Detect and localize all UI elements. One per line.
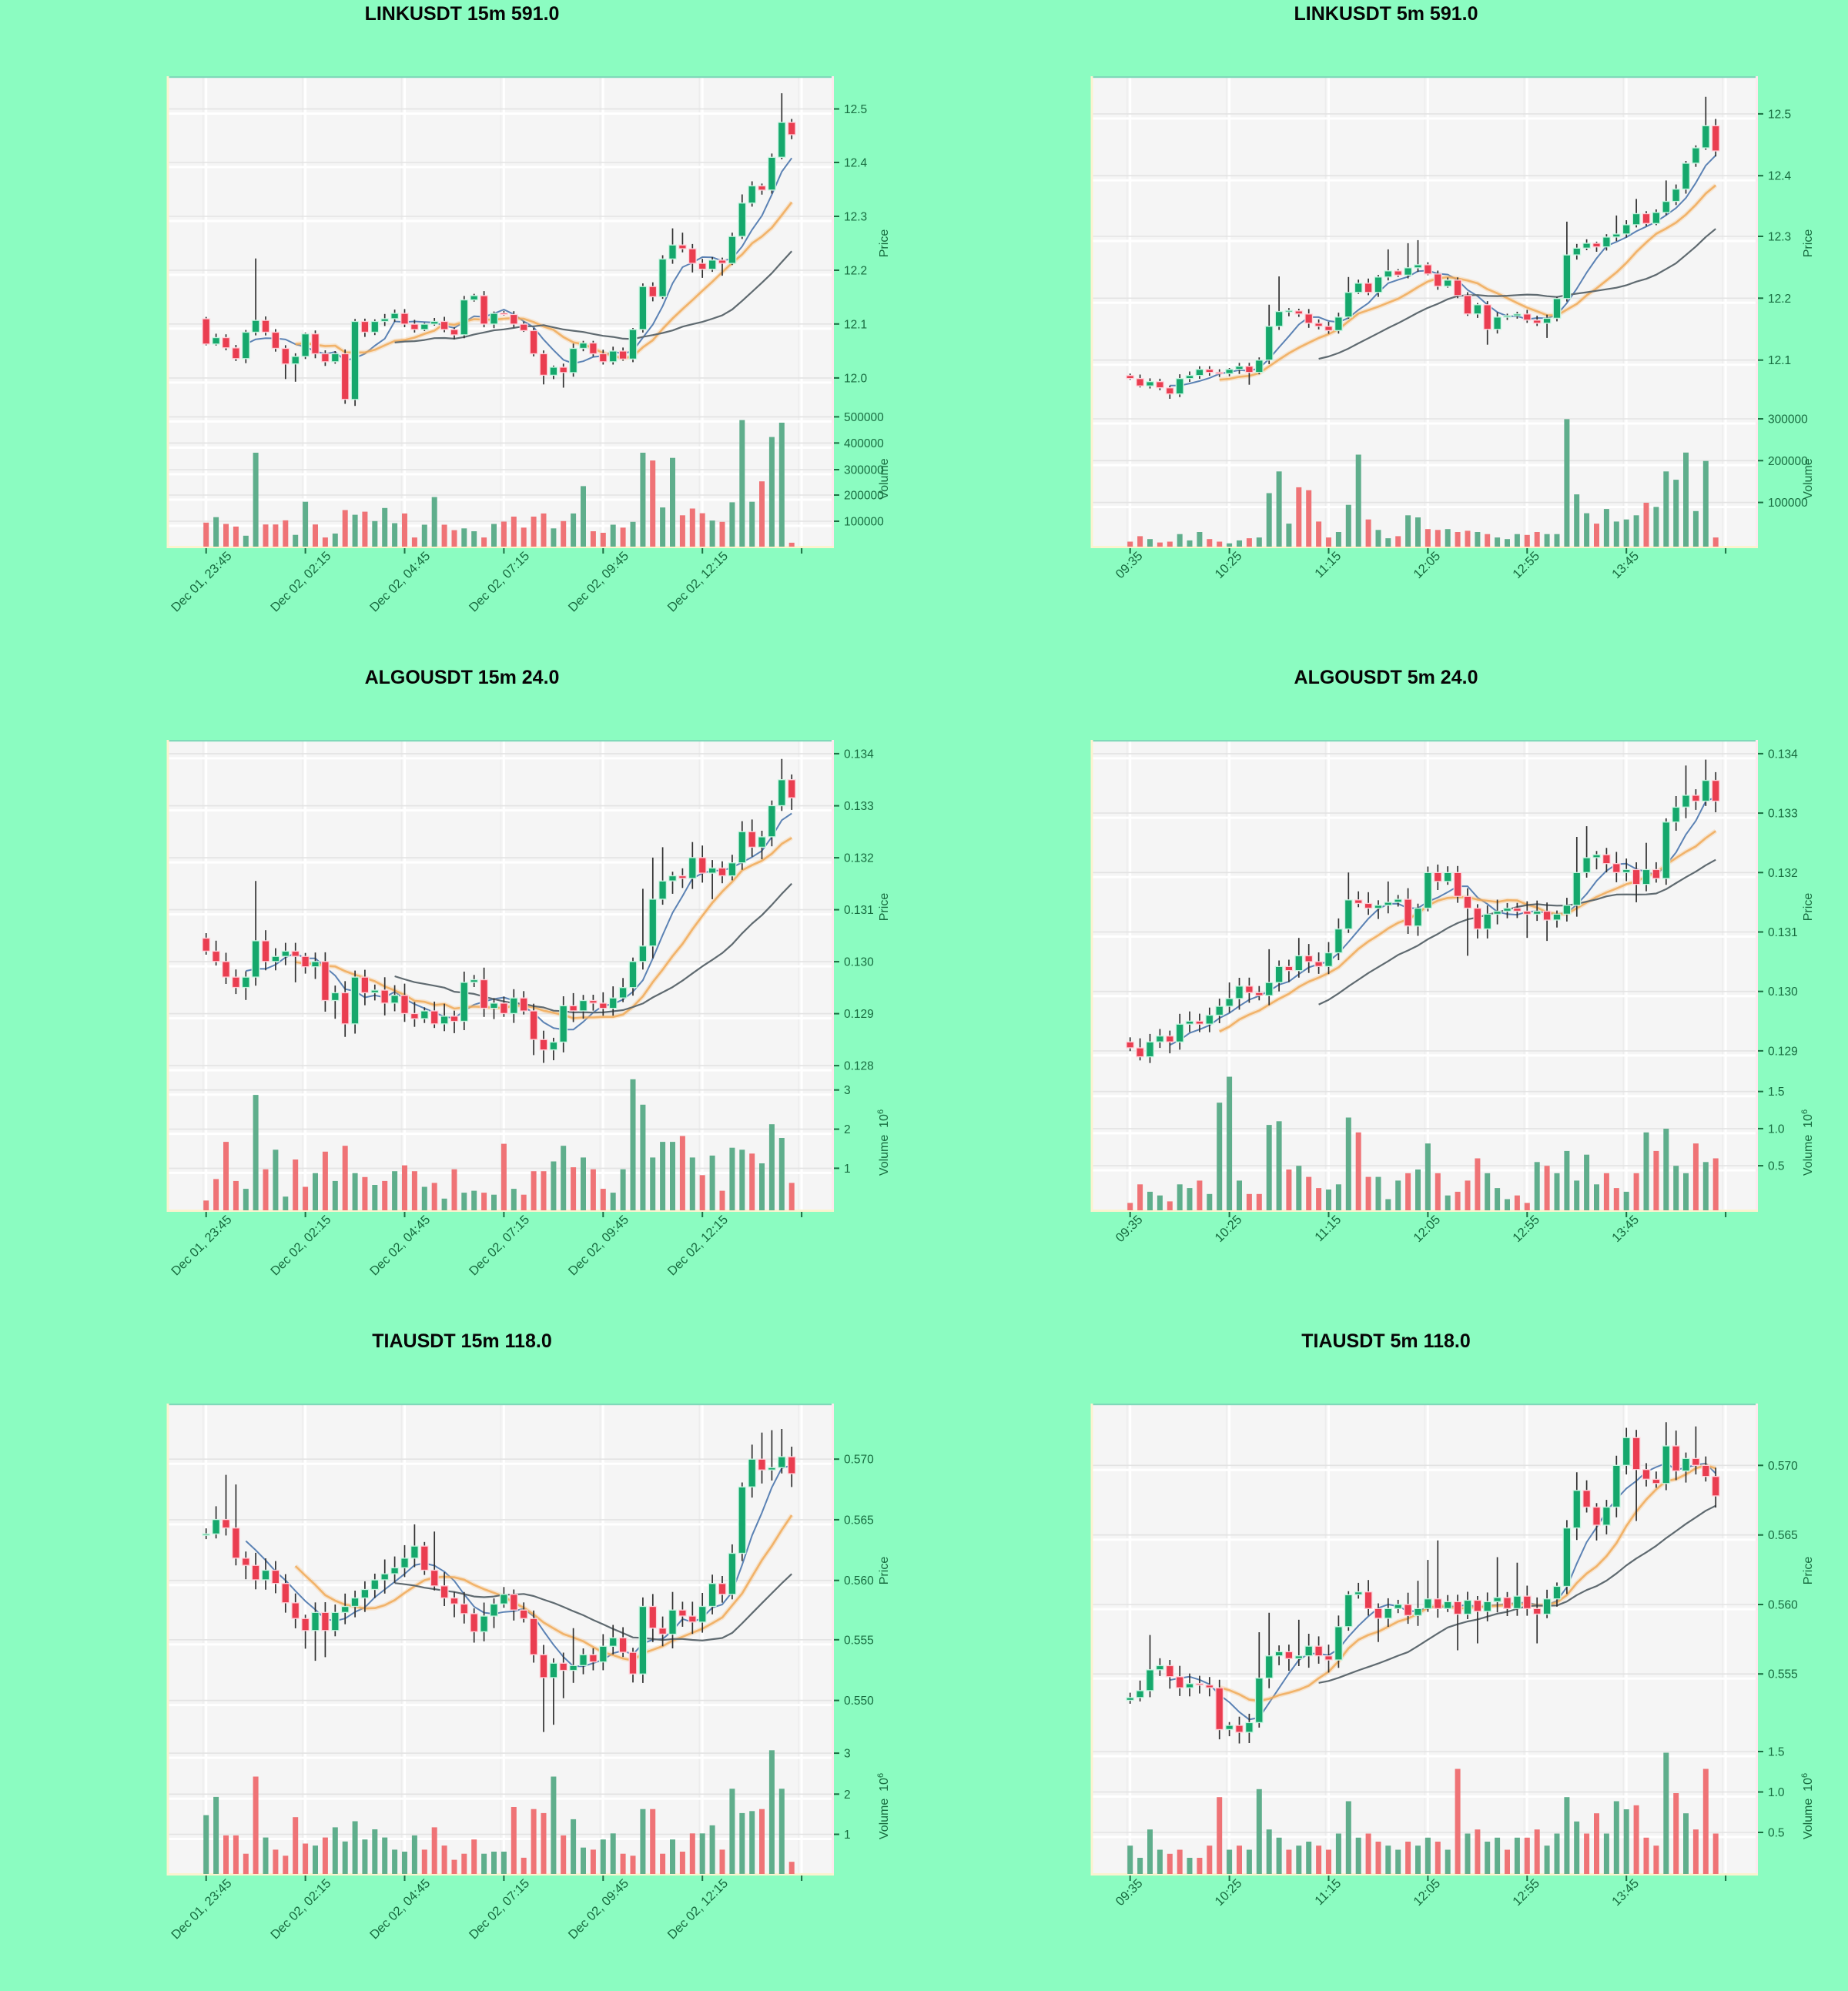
svg-text:0.555: 0.555 [844,1634,874,1647]
svg-text:0.5: 0.5 [1768,1827,1785,1840]
svg-text:12.4: 12.4 [1768,170,1792,183]
svg-text:0.130: 0.130 [844,956,874,969]
svg-text:0.131: 0.131 [844,904,874,917]
svg-text:1: 1 [844,1829,851,1842]
svg-text:100000: 100000 [844,516,884,529]
svg-text:12.1: 12.1 [1768,354,1791,367]
svg-text:12.3: 12.3 [844,211,867,224]
svg-text:200000: 200000 [844,490,884,503]
svg-text:200000: 200000 [1768,455,1808,468]
svg-text:3: 3 [844,1084,851,1097]
svg-text:TIAUSDT 15m 118.0: TIAUSDT 15m 118.0 [372,1330,551,1352]
svg-text:300000: 300000 [1768,413,1808,427]
svg-text:500000: 500000 [844,411,884,424]
svg-text:Volume: Volume [1802,458,1815,499]
svg-text:Volume 106: Volume 106 [876,1773,891,1839]
svg-text:TIAUSDT 5m 118.0: TIAUSDT 5m 118.0 [1301,1330,1471,1352]
svg-text:0.570: 0.570 [1768,1460,1798,1473]
svg-text:Price: Price [878,893,891,922]
svg-text:Volume 106: Volume 106 [1800,1109,1815,1176]
svg-text:12.0: 12.0 [844,372,868,385]
svg-text:LINKUSDT 5m 591.0: LINKUSDT 5m 591.0 [1294,3,1478,25]
svg-text:2: 2 [844,1123,851,1136]
svg-text:12.1: 12.1 [844,318,867,331]
svg-text:1.5: 1.5 [1768,1086,1785,1099]
svg-text:0.132: 0.132 [844,852,874,865]
svg-text:0.129: 0.129 [844,1008,874,1021]
svg-text:0.129: 0.129 [1768,1045,1798,1058]
svg-text:12.5: 12.5 [1768,108,1791,121]
svg-text:1.0: 1.0 [1768,1786,1785,1799]
svg-text:0.570: 0.570 [844,1454,874,1467]
svg-text:0.560: 0.560 [844,1574,874,1588]
svg-text:ALGOUSDT 5m 24.0: ALGOUSDT 5m 24.0 [1294,667,1478,688]
svg-text:1.5: 1.5 [1768,1746,1785,1759]
svg-text:LINKUSDT 15m 591.0: LINKUSDT 15m 591.0 [365,3,560,25]
svg-text:Volume: Volume [878,458,891,499]
svg-text:0.131: 0.131 [1768,926,1798,939]
svg-text:0.133: 0.133 [1768,808,1798,821]
svg-text:0.5: 0.5 [1768,1160,1785,1173]
svg-text:0.565: 0.565 [1768,1529,1798,1542]
svg-text:0.130: 0.130 [1768,985,1798,999]
svg-text:0.550: 0.550 [844,1695,874,1708]
svg-text:0.133: 0.133 [844,800,874,813]
svg-text:1: 1 [844,1163,851,1176]
svg-text:0.134: 0.134 [844,748,874,761]
svg-text:400000: 400000 [844,437,884,450]
svg-text:Volume 106: Volume 106 [1800,1773,1815,1839]
svg-text:12.2: 12.2 [1768,293,1791,306]
svg-text:Price: Price [878,1557,891,1585]
svg-text:300000: 300000 [844,464,884,477]
svg-text:12.2: 12.2 [844,265,867,278]
svg-text:0.565: 0.565 [844,1514,874,1527]
svg-text:Price: Price [1802,229,1815,258]
svg-text:Price: Price [1802,893,1815,922]
svg-text:0.560: 0.560 [1768,1599,1798,1612]
svg-text:0.555: 0.555 [1768,1668,1798,1681]
svg-text:0.128: 0.128 [844,1060,874,1073]
svg-text:100000: 100000 [1768,497,1808,510]
svg-text:ALGOUSDT 15m 24.0: ALGOUSDT 15m 24.0 [365,667,560,688]
svg-text:3: 3 [844,1748,851,1761]
svg-text:12.3: 12.3 [1768,231,1791,244]
svg-text:12.4: 12.4 [844,157,868,170]
svg-text:Price: Price [1802,1557,1815,1585]
svg-text:12.5: 12.5 [844,103,867,116]
svg-text:Price: Price [878,229,891,258]
svg-text:0.134: 0.134 [1768,748,1798,761]
svg-text:1.0: 1.0 [1768,1123,1785,1136]
svg-text:Volume 106: Volume 106 [876,1109,891,1176]
svg-text:2: 2 [844,1789,851,1802]
svg-text:0.132: 0.132 [1768,867,1798,880]
